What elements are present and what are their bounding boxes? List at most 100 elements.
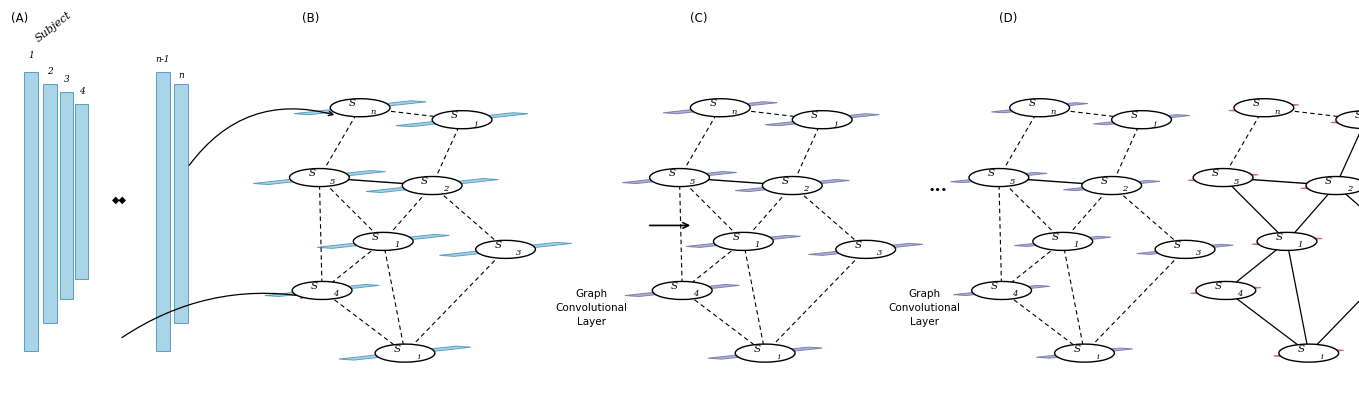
FancyArrowPatch shape [189, 109, 333, 165]
Ellipse shape [972, 281, 1031, 300]
Ellipse shape [1033, 232, 1093, 251]
Text: n: n [1051, 108, 1056, 116]
Polygon shape [338, 346, 472, 360]
Text: 3: 3 [64, 75, 69, 84]
Polygon shape [765, 114, 879, 126]
Ellipse shape [353, 232, 413, 251]
Text: S: S [349, 99, 356, 108]
Text: 1: 1 [1074, 241, 1079, 249]
Text: 5: 5 [1234, 178, 1239, 186]
Bar [24, 72, 38, 351]
Polygon shape [1252, 238, 1322, 245]
Ellipse shape [1193, 168, 1253, 187]
Polygon shape [265, 284, 379, 296]
Text: ...: ... [1102, 176, 1121, 195]
Ellipse shape [330, 99, 390, 117]
Polygon shape [1273, 350, 1344, 357]
Polygon shape [253, 171, 386, 184]
Text: j: j [474, 120, 477, 128]
Text: (C): (C) [690, 12, 708, 25]
Text: 3: 3 [516, 249, 522, 257]
Text: S: S [709, 99, 716, 108]
Text: 1: 1 [1298, 241, 1303, 249]
Ellipse shape [289, 168, 349, 187]
Ellipse shape [1010, 99, 1070, 117]
Polygon shape [1014, 236, 1112, 247]
Ellipse shape [1155, 240, 1215, 259]
Polygon shape [1301, 182, 1359, 189]
Bar [174, 84, 188, 323]
Text: ◆◆: ◆◆ [111, 194, 128, 205]
Text: 1: 1 [29, 51, 34, 60]
Ellipse shape [375, 344, 435, 362]
Text: 4: 4 [693, 290, 699, 298]
Text: 4: 4 [333, 290, 338, 298]
Text: S: S [1029, 99, 1036, 108]
Text: S: S [811, 111, 818, 120]
Text: S: S [1101, 177, 1108, 186]
Polygon shape [622, 172, 737, 184]
Text: n: n [371, 108, 376, 116]
Text: i: i [1321, 353, 1324, 361]
Text: S: S [1215, 282, 1222, 291]
Text: j: j [834, 120, 837, 128]
Ellipse shape [1196, 281, 1256, 300]
Bar [156, 72, 170, 351]
Ellipse shape [476, 240, 535, 259]
Text: S: S [1174, 241, 1181, 250]
Ellipse shape [292, 281, 352, 300]
Ellipse shape [1234, 99, 1294, 117]
Bar [43, 84, 57, 323]
Polygon shape [1330, 116, 1359, 123]
Polygon shape [1229, 104, 1299, 111]
Ellipse shape [735, 344, 795, 362]
Text: Graph
Convolutional
Layer: Graph Convolutional Layer [556, 289, 626, 327]
Text: 5: 5 [690, 178, 696, 186]
Text: 2: 2 [803, 186, 809, 194]
Bar [60, 92, 73, 299]
Text: Subject: Subject [34, 10, 73, 44]
Text: S: S [1325, 177, 1332, 186]
Ellipse shape [1082, 176, 1142, 195]
Ellipse shape [1336, 111, 1359, 129]
Text: 4: 4 [1237, 290, 1242, 298]
Text: S: S [421, 177, 428, 186]
Ellipse shape [1257, 232, 1317, 251]
Text: ...: ... [928, 176, 947, 195]
Text: S: S [394, 345, 401, 354]
Polygon shape [395, 113, 529, 126]
Text: S: S [311, 282, 318, 291]
Bar [75, 104, 88, 279]
FancyArrowPatch shape [122, 293, 306, 338]
Text: j: j [1154, 120, 1157, 128]
Polygon shape [953, 285, 1051, 296]
Ellipse shape [402, 176, 462, 195]
Ellipse shape [1306, 176, 1359, 195]
Ellipse shape [432, 111, 492, 129]
Text: S: S [1131, 111, 1137, 120]
Text: 2: 2 [443, 186, 448, 194]
Polygon shape [366, 179, 499, 192]
Polygon shape [439, 243, 572, 256]
Polygon shape [294, 101, 427, 115]
Polygon shape [625, 284, 739, 296]
Text: S: S [669, 169, 675, 178]
Ellipse shape [792, 111, 852, 129]
Text: S: S [988, 169, 995, 178]
Text: i: i [1097, 353, 1099, 361]
Text: S: S [754, 345, 761, 354]
Text: S: S [308, 169, 315, 178]
Polygon shape [1136, 244, 1234, 255]
Text: S: S [1074, 345, 1080, 354]
Text: 2: 2 [1347, 186, 1352, 194]
Ellipse shape [650, 168, 709, 187]
Text: S: S [1298, 345, 1305, 354]
Text: 1: 1 [754, 241, 760, 249]
Text: S: S [372, 233, 379, 242]
Ellipse shape [1279, 344, 1339, 362]
Polygon shape [809, 243, 923, 255]
Text: 4: 4 [79, 87, 84, 96]
Polygon shape [1188, 174, 1258, 181]
Polygon shape [991, 103, 1089, 113]
Text: 3: 3 [1196, 249, 1201, 257]
